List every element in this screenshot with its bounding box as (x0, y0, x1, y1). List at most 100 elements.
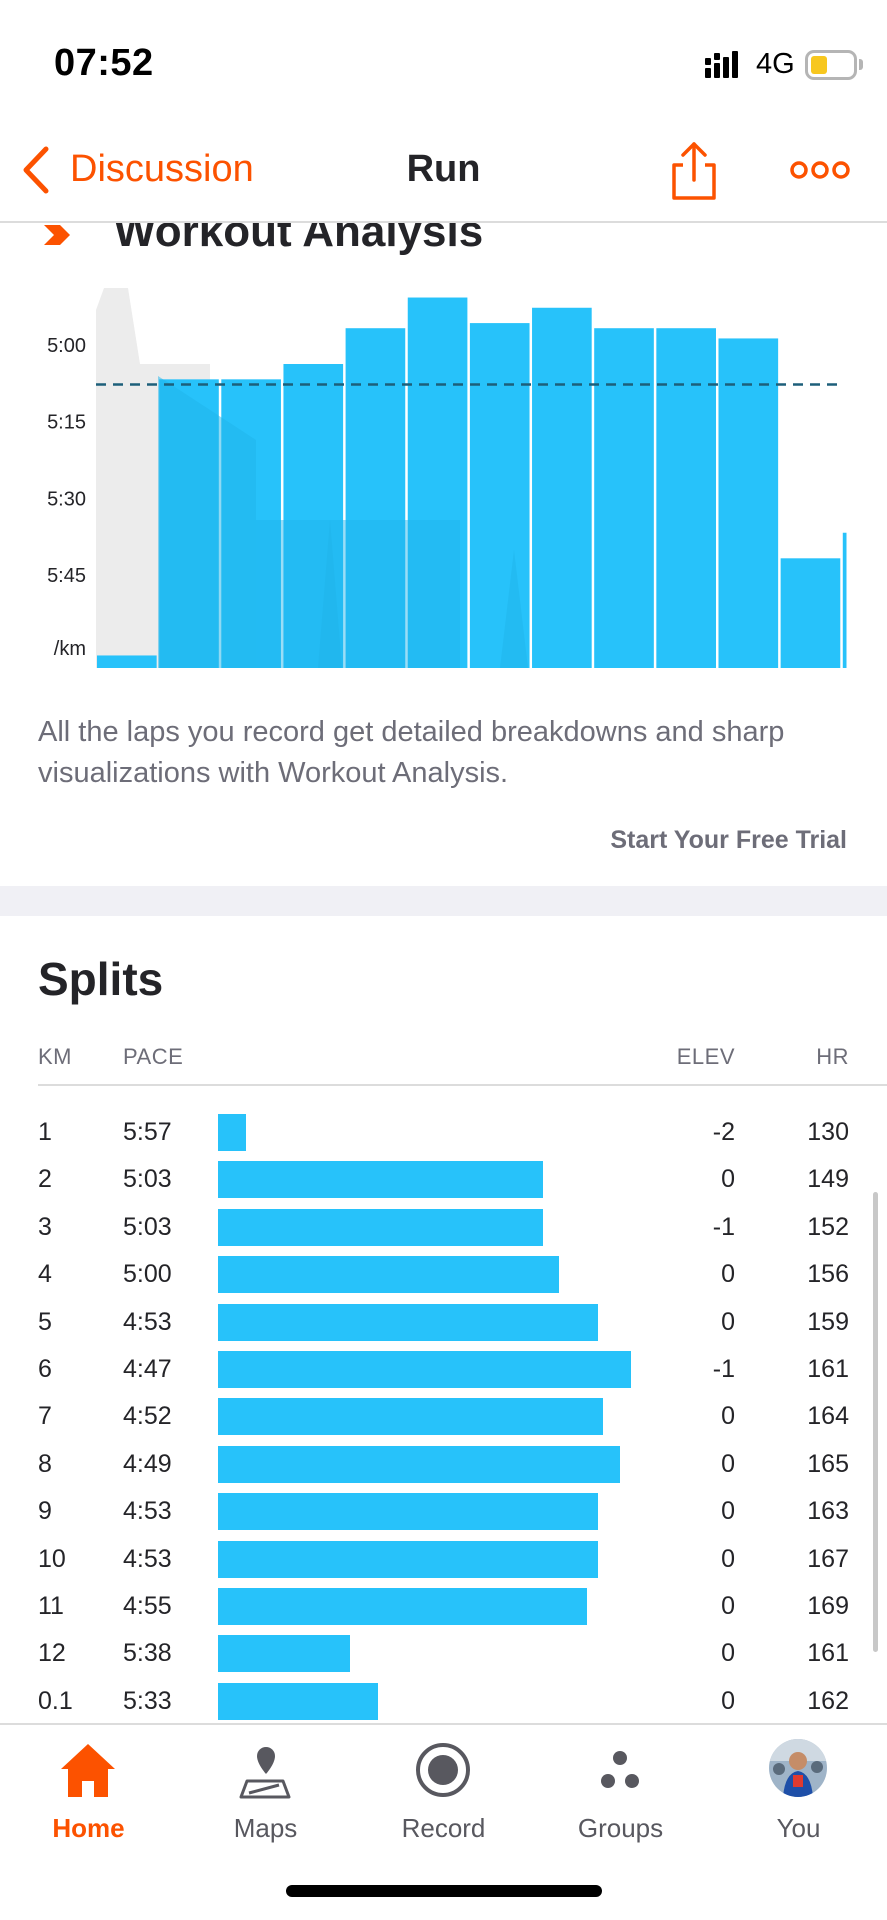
split-pace-bar (218, 1588, 587, 1625)
back-button[interactable]: Discussion (70, 148, 254, 190)
split-row: 5 4:53 0 159 (0, 1300, 887, 1347)
lap-bar (780, 558, 841, 668)
workout-analysis-header: Workout Analysis (0, 223, 887, 259)
split-hr: 130 (807, 1118, 849, 1146)
pace-profile-overlay (318, 520, 342, 668)
split-row: 9 4:53 0 163 (0, 1489, 887, 1536)
tab-record-label: Record (401, 1813, 486, 1843)
splits-header-divider (38, 1084, 887, 1086)
workout-analysis-description: All the laps you record get detailed bre… (38, 716, 785, 789)
split-elev: 0 (721, 1165, 735, 1194)
split-hr: 152 (807, 1212, 849, 1241)
split-hr: 159 (807, 1307, 849, 1336)
split-hr: 169 (807, 1592, 849, 1620)
split-pace-bar (218, 1398, 603, 1436)
map-icon (239, 1747, 291, 1799)
split-row: 4 5:00 0 156 (0, 1252, 887, 1299)
split-hr: 161 (807, 1355, 849, 1383)
pace-profile-overlay (158, 376, 256, 668)
back-chevron-icon[interactable] (18, 145, 54, 195)
network-type: 4G (756, 48, 795, 80)
split-elev: -1 (712, 1355, 735, 1383)
split-pace: 5:00 (123, 1260, 172, 1289)
lap-bar (718, 338, 779, 668)
pace-profile-overlay (500, 550, 528, 668)
split-row: 7 4:52 0 164 (0, 1394, 887, 1441)
status-bar: 07:52 4G (0, 0, 887, 120)
workout-analysis-title: Workout Analysis (114, 223, 484, 256)
home-indicator (286, 1885, 602, 1897)
split-pace-bar (218, 1256, 559, 1294)
tab-you[interactable]: You (710, 1725, 887, 1845)
split-pace-bar (218, 1161, 543, 1199)
pace-chart: 5:00 5:15 5:30 5:45/km (47, 288, 847, 668)
tab-record[interactable]: Record (355, 1725, 532, 1845)
split-pace-bar (218, 1351, 631, 1388)
split-pace: 5:03 (123, 1165, 172, 1194)
lap-bar (407, 297, 468, 668)
workout-analysis-chart: 5:00 5:15 5:30 5:45/km (0, 270, 887, 680)
split-pace-bar (218, 1493, 598, 1531)
split-pace: 4:53 (123, 1544, 172, 1573)
tab-home[interactable]: Home (0, 1725, 177, 1845)
split-elev: 0 (721, 1544, 735, 1573)
pace-profile-overlay (256, 520, 460, 668)
splits-title: Splits (38, 953, 164, 1005)
y-tick-label: 5:15 (47, 412, 86, 434)
col-header-pace: PACE (123, 1044, 184, 1069)
split-pace-bar (218, 1635, 350, 1673)
split-pace-bar (218, 1540, 598, 1578)
split-km: 8 (38, 1449, 52, 1478)
split-hr: 164 (807, 1402, 849, 1431)
split-pace: 5:38 (123, 1639, 172, 1668)
split-pace-bar (218, 1114, 246, 1151)
tab-you-label: You (776, 1813, 821, 1843)
more-options-icon[interactable] (790, 158, 850, 182)
split-elev: 0 (721, 1639, 735, 1668)
split-pace: 4:47 (123, 1355, 172, 1383)
split-km: 10 (38, 1544, 66, 1573)
split-row: 1 5:57 -2 130 (0, 1110, 887, 1157)
col-header-km: KM (38, 1044, 72, 1069)
split-km: 3 (38, 1212, 52, 1241)
split-row: 12 5:38 0 161 (0, 1631, 887, 1678)
summit-chevron-icon (44, 225, 70, 245)
section-divider (0, 886, 887, 916)
split-hr: 162 (807, 1686, 849, 1715)
split-row: 6 4:47 -1 161 (0, 1347, 887, 1394)
avatar (769, 1739, 827, 1797)
split-hr: 167 (807, 1544, 849, 1573)
tab-groups-label: Groups (577, 1813, 664, 1843)
battery-cap (859, 59, 863, 70)
tab-home-label: Home (52, 1813, 125, 1843)
split-pace: 5:03 (123, 1212, 172, 1241)
tab-maps[interactable]: Maps (177, 1725, 354, 1845)
signal-icon (705, 51, 738, 78)
split-km: 1 (38, 1118, 52, 1146)
split-pace: 5:57 (123, 1118, 172, 1146)
tab-groups[interactable]: Groups (532, 1725, 709, 1845)
split-row: 10 4:53 0 167 (0, 1537, 887, 1584)
tab-maps-label: Maps (233, 1813, 298, 1843)
split-hr: 149 (807, 1165, 849, 1194)
split-km: 12 (38, 1639, 66, 1668)
split-pace: 4:52 (123, 1402, 172, 1431)
split-hr: 161 (807, 1639, 849, 1668)
scroll-indicator[interactable] (873, 1192, 878, 1652)
share-icon[interactable] (670, 140, 718, 202)
split-elev: 0 (721, 1449, 735, 1478)
col-header-hr: HR (816, 1044, 849, 1069)
lap-bar (594, 328, 654, 668)
y-axis-unit: /km (54, 638, 86, 660)
split-km: 11 (38, 1592, 64, 1620)
lap-bar (97, 655, 157, 668)
split-pace: 4:55 (123, 1592, 172, 1620)
split-hr: 165 (807, 1449, 849, 1478)
col-header-elev: ELEV (676, 1044, 735, 1069)
split-pace-bar (218, 1208, 543, 1246)
split-hr: 156 (807, 1260, 849, 1289)
split-km: 9 (38, 1497, 52, 1526)
split-km: 6 (38, 1355, 52, 1383)
free-trial-link[interactable]: Start Your Free Trial (610, 826, 847, 854)
y-tick-label: 5:00 (47, 335, 86, 357)
